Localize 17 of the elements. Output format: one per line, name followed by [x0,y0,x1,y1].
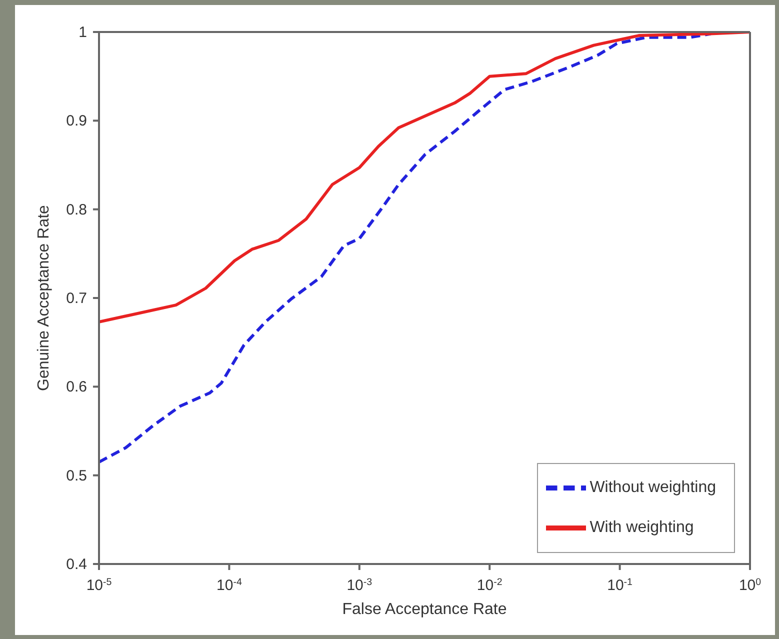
x-tick-label: 10$^{-4}$ [216,576,242,594]
y-tick-label: 0.7 [66,290,87,307]
y-tick-label: 1 [78,24,87,41]
y-axis-title: Genuine Acceptance Rate [36,204,53,391]
x-axis-title: False Acceptance Rate [342,601,507,618]
y-tick-label: 0.9 [66,112,87,130]
legend-label: With weighting [590,519,694,536]
x-tick-label: 10$^{-2}$ [476,576,502,594]
legend-label: Without weighting [590,479,716,496]
x-tick-label: 10$^{-1}$ [607,576,632,594]
x-tick-label: 10$^{0}$ [738,576,762,594]
y-tick-label: 0.5 [66,467,87,484]
x-tick-label: 10$^{-5}$ [86,576,112,594]
y-tick-label: 0.6 [66,378,87,396]
x-tick-label: 10$^{-3}$ [346,576,372,594]
y-tick-label: 0.4 [66,556,87,573]
y-tick-label: 0.8 [66,201,87,218]
